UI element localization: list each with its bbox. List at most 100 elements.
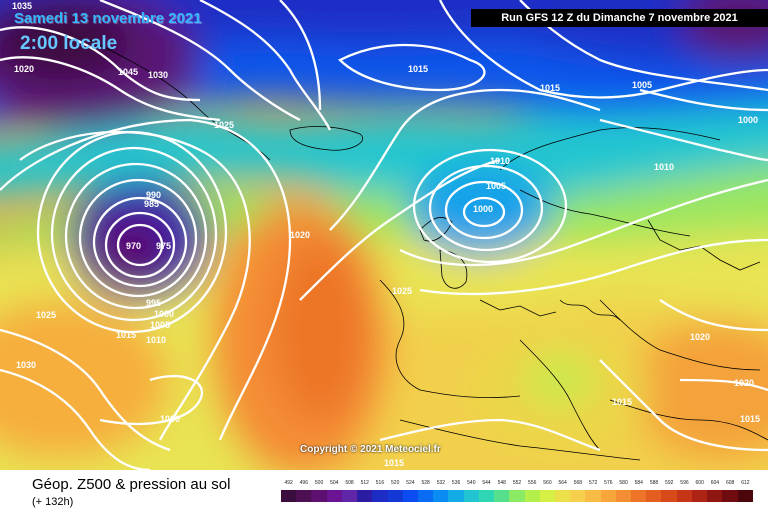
forecast-time: 2:00 locale: [20, 33, 118, 54]
isobar-label: 1000: [160, 414, 180, 424]
legend-swatch: [448, 490, 464, 502]
legend-swatch: [311, 490, 327, 502]
isobar-label: 1010: [146, 335, 166, 345]
isobar-label: 975: [156, 241, 171, 251]
isobar-label: 1005: [150, 320, 170, 330]
legend-value: 596: [680, 480, 689, 486]
isobar-label: 970: [126, 241, 141, 251]
legend-value: 516: [375, 480, 385, 486]
legend-swatch: [646, 490, 662, 502]
legend-swatch: [707, 490, 723, 502]
isobar-label: 1005: [632, 80, 652, 90]
isobar-label: 1020: [290, 230, 310, 240]
isobar-label: 985: [144, 199, 159, 209]
legend-value: 496: [299, 480, 308, 486]
legend-swatch: [524, 490, 540, 502]
legend-value: 608: [725, 480, 735, 486]
legend-value: 532: [436, 480, 446, 486]
legend-swatch: [281, 490, 297, 502]
legend-swatch: [615, 490, 632, 502]
legend-swatch: [463, 490, 479, 502]
legend-value: 548: [497, 480, 506, 486]
legend-swatch: [676, 490, 692, 502]
legend-value: 576: [604, 480, 613, 486]
isobar-label: 1000: [154, 309, 174, 319]
legend-value: 520: [391, 480, 400, 486]
legend-swatch: [357, 490, 373, 502]
isobar-label: 1015: [384, 458, 404, 468]
isobars: [0, 0, 768, 470]
legend-value: 600: [695, 480, 704, 486]
legend-value: 584: [634, 480, 643, 486]
isobar-label: 990: [146, 190, 161, 200]
legend-value: 580: [619, 480, 628, 486]
isobar-label: 1025: [392, 286, 412, 296]
legend-swatch: [326, 490, 342, 502]
isobar-label: 1030: [148, 70, 168, 80]
legend-swatch: [691, 490, 708, 502]
isobar-label: 1005: [486, 181, 506, 191]
legend-swatch: [402, 490, 418, 502]
legend-value: 504: [330, 480, 339, 486]
legend-value: 604: [710, 480, 720, 486]
coastlines: [89, 39, 768, 461]
weather-map: 1035 1020 1045 1030 1025 1015 1005 1000 …: [0, 0, 768, 470]
legend-swatch: [737, 490, 753, 502]
isobar-label: 1015: [540, 83, 560, 93]
pressure-labels: 1035 1020 1045 1030 1025 1015 1005 1000 …: [12, 1, 760, 468]
legend-value: 524: [406, 480, 415, 486]
legend-value: 536: [451, 480, 461, 486]
legend-swatch: [661, 490, 677, 502]
isobar-label: 1025: [214, 120, 234, 130]
isobar-label: 1045: [118, 67, 138, 77]
legend-value: 528: [421, 480, 430, 486]
isobar-label: 1025: [36, 310, 56, 320]
map-footer: Géop. Z500 & pression au sol (+ 132h) 49…: [0, 470, 768, 512]
isobar-label: 1020: [14, 64, 34, 74]
map-canvas: 1035 1020 1045 1030 1025 1015 1005 1000 …: [0, 0, 768, 470]
legend-value: 508: [345, 480, 354, 486]
legend-value: 564: [558, 480, 567, 486]
legend-value: 500: [314, 480, 324, 486]
isobar-label: 1020: [734, 378, 754, 388]
isobar-label: 1010: [490, 156, 510, 166]
isobar-label: 1000: [738, 115, 758, 125]
isobar-label: 1015: [740, 414, 760, 424]
legend-value: 492: [284, 480, 293, 486]
isobar-label: 1000: [473, 204, 493, 214]
legend-value: 552: [512, 480, 522, 486]
legend-value: 556: [528, 480, 537, 486]
isobar-label: 1035: [12, 1, 32, 11]
legend-value: 540: [467, 480, 476, 486]
map-title: Géop. Z500 & pression au sol: [32, 476, 231, 493]
legend-labels: 492 496 500 504 508 512 516 520 524 528 532 536 540 5…: [281, 480, 753, 488]
legend-value: 612: [741, 480, 750, 486]
isobar-label: 1015: [116, 330, 136, 340]
legend-value: 568: [573, 480, 583, 486]
legend-swatch: [539, 490, 555, 502]
legend-value: 572: [588, 480, 598, 486]
legend-swatch: [417, 490, 434, 502]
forecast-lead: (+ 132h): [32, 496, 74, 508]
color-legend: [281, 490, 753, 502]
legend-value: 512: [360, 480, 369, 486]
legend-value: 544: [482, 480, 491, 486]
legend-swatch: [509, 490, 525, 502]
legend-swatch: [341, 490, 358, 502]
legend-swatch: [585, 490, 601, 502]
isobar-label: 1015: [612, 397, 632, 407]
legend-swatch: [387, 490, 403, 502]
legend-swatch: [296, 490, 312, 502]
isobar-label: 995: [146, 298, 161, 308]
isobar-label: 1020: [690, 332, 710, 342]
isobar-label: 1030: [16, 360, 36, 370]
isobar-label: 1010: [654, 162, 674, 172]
legend-value: 592: [665, 480, 674, 486]
legend-swatch: [722, 490, 738, 502]
isobar-label: 1015: [408, 64, 428, 74]
legend-swatch: [494, 490, 510, 502]
legend-value: 588: [649, 480, 659, 486]
legend-swatch: [372, 490, 388, 502]
legend-swatch: [600, 490, 616, 502]
legend-swatch: [554, 490, 571, 502]
